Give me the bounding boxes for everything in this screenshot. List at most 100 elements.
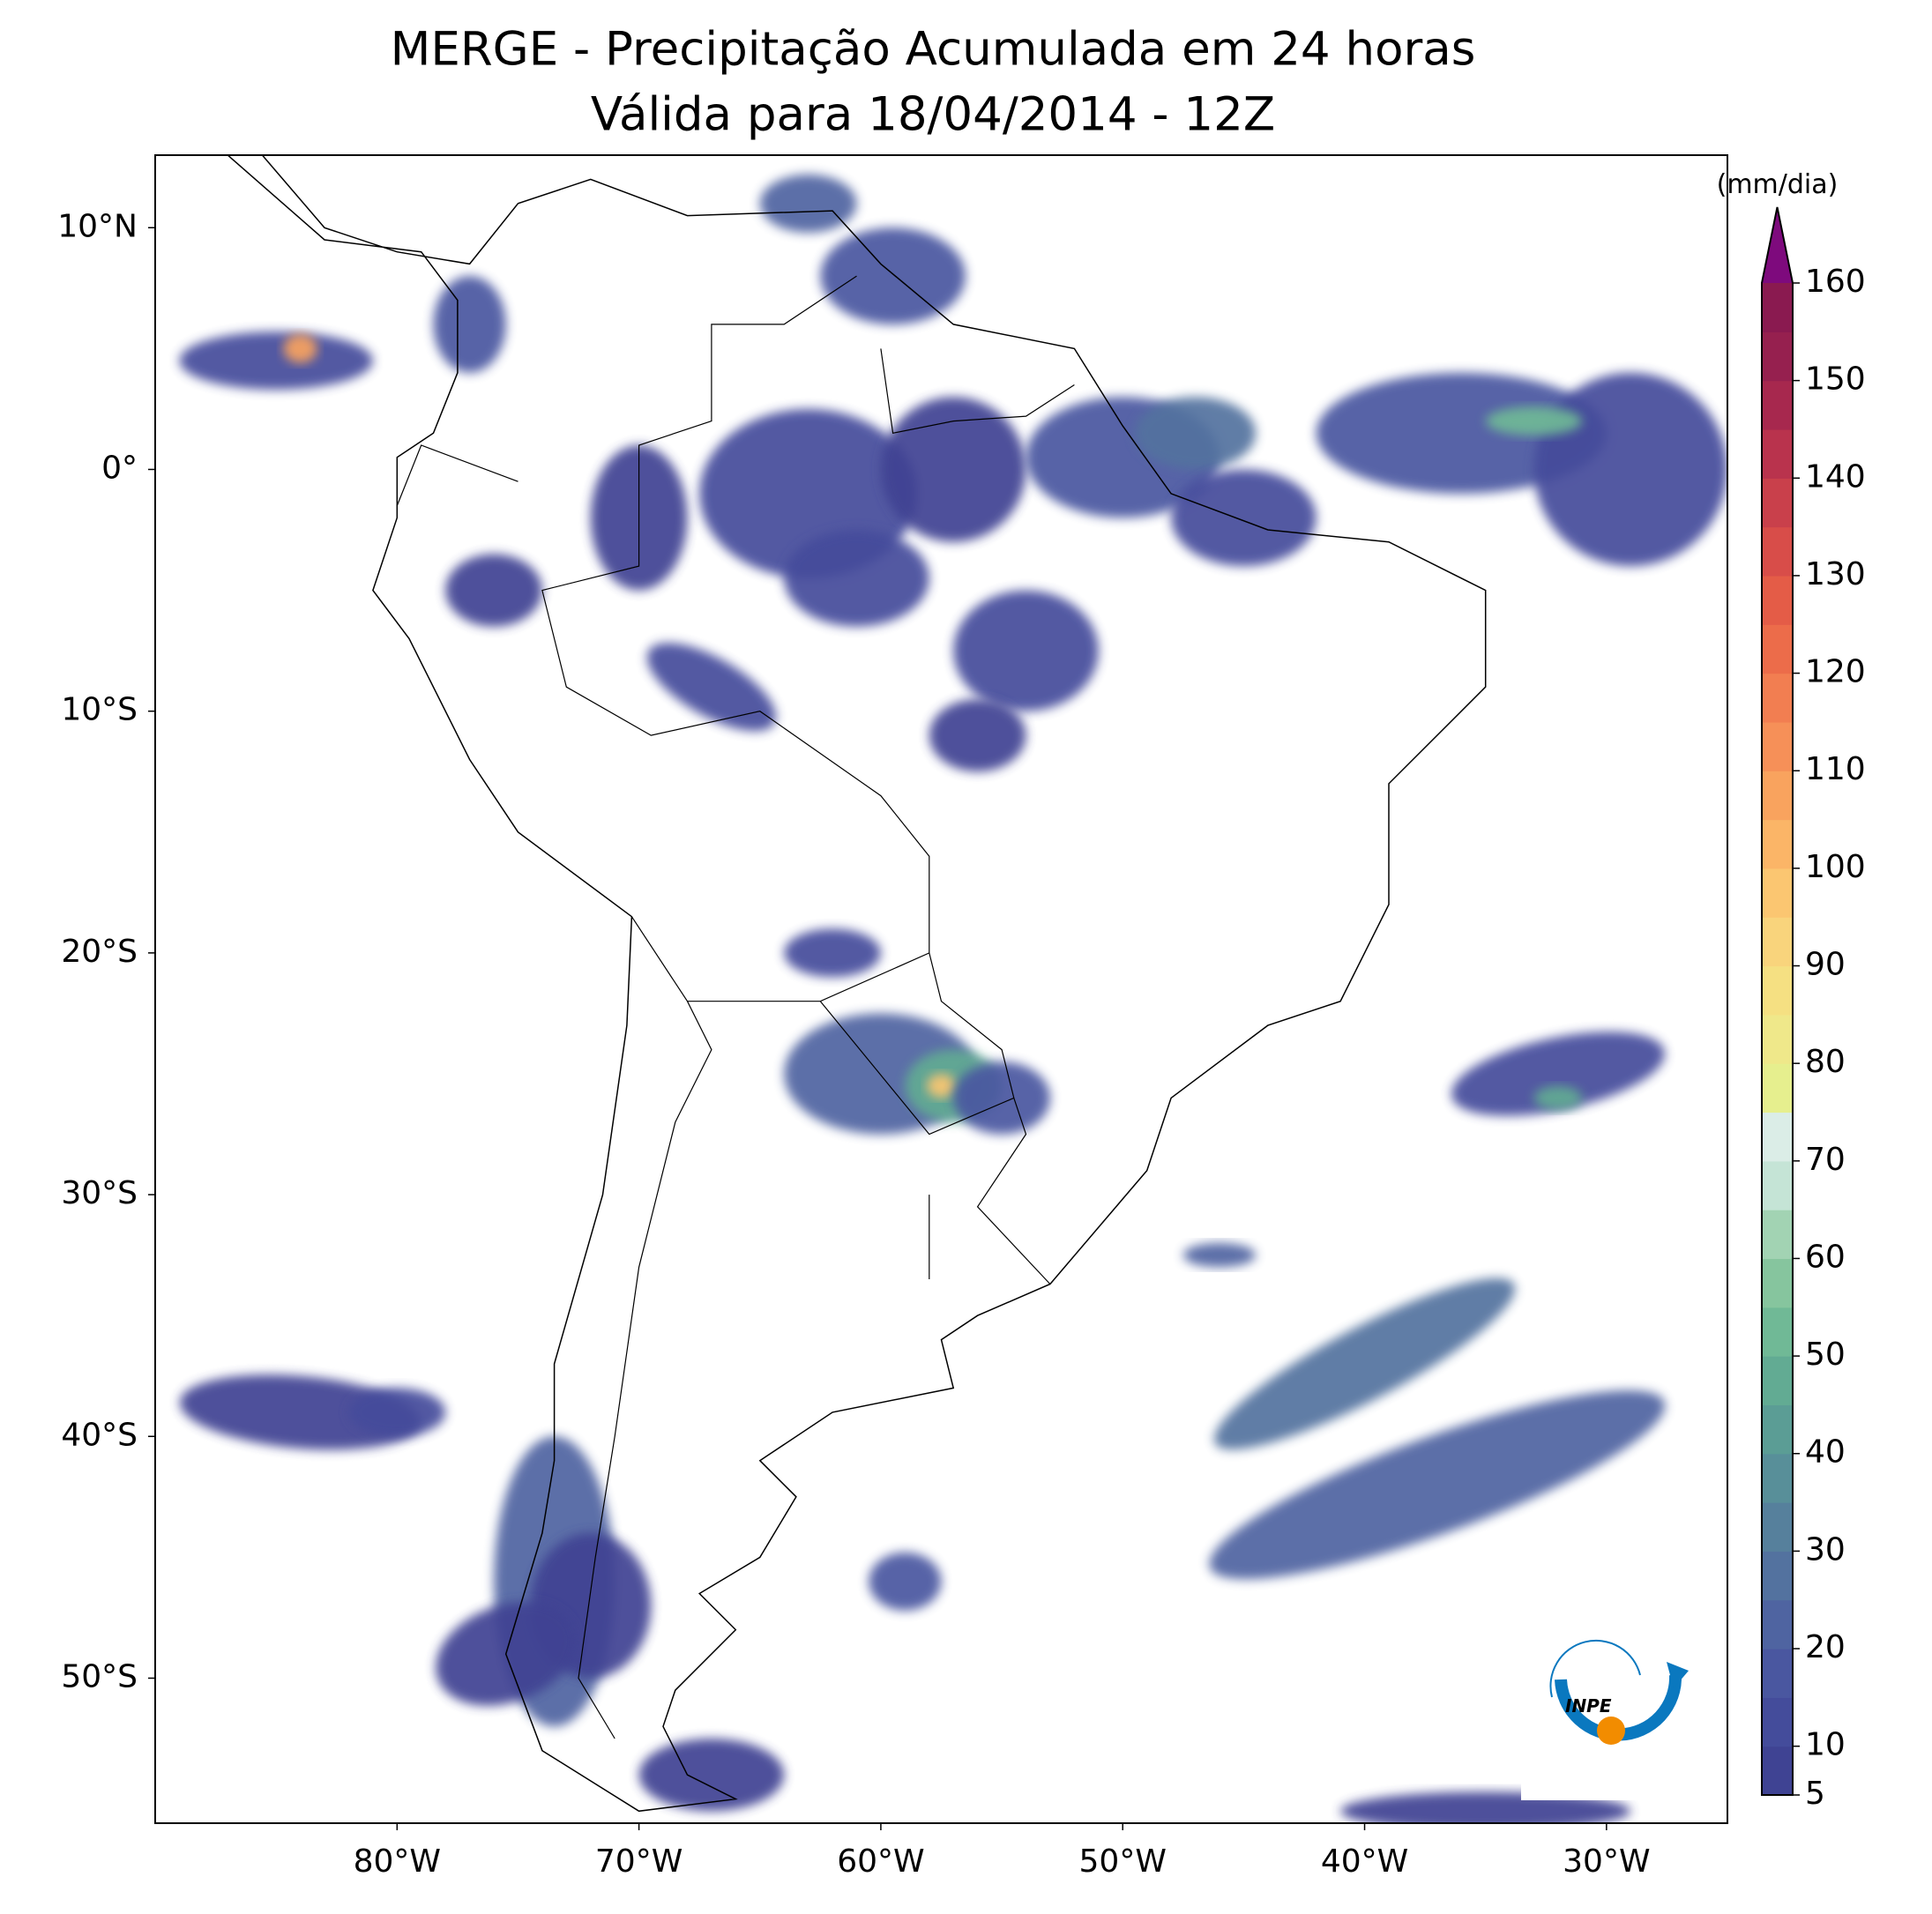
colorbar-tick-label: 130 [1805,556,1866,592]
colorbar-outline [1761,206,1794,1796]
precip-area [433,276,506,373]
precip-area [927,1073,956,1099]
x-tick-label: 70°W [595,1843,683,1880]
y-tick-label: 10°N [57,208,138,244]
y-tick-label: 0° [101,450,138,486]
colorbar-band [1762,965,1793,1016]
precip-area [1182,1242,1257,1268]
colorbar-tick-label: 30 [1805,1531,1846,1568]
colorbar-band [1762,575,1793,625]
colorbar-tick-label: 120 [1805,654,1866,690]
precip-area [1213,1277,1516,1450]
colorbar-band [1762,1014,1793,1064]
precip-area [1171,469,1317,567]
y-tick-label: 20°S [61,934,138,970]
precip-area [929,698,1026,772]
colorbar-tick-label: 150 [1805,361,1866,398]
map-area [179,155,1727,1823]
x-tick-label: 80°W [354,1843,441,1880]
colorbar-tick-label: 70 [1805,1142,1846,1178]
colorbar-band [1762,478,1793,528]
border [976,1098,1051,1285]
logo-orbit [1549,1639,1641,1698]
precip-area [1485,406,1583,436]
precip-area [1316,372,1607,494]
colorbar-band [1762,1697,1793,1747]
precip-area [1533,1085,1583,1111]
colorbar-tick-label: 80 [1805,1044,1846,1080]
colorbar-tick-label: 160 [1805,264,1866,300]
colorbar-band [1762,526,1793,577]
y-tick-label: 40°S [61,1417,138,1453]
colorbar-band [1762,1210,1793,1260]
precip-area [638,1739,785,1812]
colorbar-band [1762,283,1793,332]
title-line: MERGE - Precipitação Acumulada em 24 hor… [391,23,1476,77]
y-tick-label: 30°S [61,1175,138,1211]
y-tick-label: 10°S [61,692,138,728]
colorbar-tick-label: 5 [1805,1776,1825,1812]
logo: INPE [1521,1617,1710,1800]
precip-area [1209,1390,1666,1580]
logo-text: INPE [1565,1695,1612,1717]
precip-area [283,333,317,363]
border [578,916,712,1739]
map-frame [154,154,1728,1824]
colorbar-band [1762,1063,1793,1113]
colorbar-band [1762,1258,1793,1308]
precip-area [1134,397,1257,470]
colorbar-band [1762,1160,1793,1210]
colorbar-band [1762,819,1793,869]
precip-area [759,174,857,233]
border [819,952,1015,1136]
coastline [227,155,1487,1813]
colorbar-band [1762,771,1793,821]
colorbar-tick-label: 20 [1805,1629,1846,1665]
precip-area [179,1374,421,1450]
colorbar-band [1762,1112,1793,1162]
colorbar-band [1762,1599,1793,1650]
colorbar-band [1762,721,1793,771]
colorbar-band [1762,331,1793,382]
colorbar-band [1762,1307,1793,1357]
colorbar-tick-label: 50 [1805,1337,1846,1373]
colorbar-band [1762,1551,1793,1601]
y-tick-label: 50°S [61,1658,138,1694]
colorbar-band [1762,917,1793,967]
logo-box [1521,1617,1710,1800]
colorbar-band [1762,380,1793,430]
precip-area [953,1061,1050,1135]
colorbar-band [1762,1356,1793,1406]
logo-dot [1597,1717,1625,1745]
precip-area [348,1388,446,1437]
x-tick-label: 30°W [1563,1843,1650,1880]
precip-area [179,331,373,390]
colorbar-band [1762,1453,1793,1503]
colorbar-extend [1762,207,1793,283]
colorbar-tick-label: 140 [1805,458,1866,495]
colorbar-tick-label: 90 [1805,947,1846,983]
precip-area [869,1552,942,1611]
colorbar-tick-label: 40 [1805,1434,1846,1471]
colorbar-band [1762,1502,1793,1552]
colorbar-band [1762,428,1793,479]
colorbar-band [1762,1746,1793,1796]
colorbar-label: (mm/dia) [1717,169,1839,200]
logo-arrow [1667,1662,1689,1688]
precip-area [646,643,777,732]
precip-area [445,554,542,627]
x-tick-label: 60°W [837,1843,924,1880]
colorbar-band [1762,673,1793,723]
colorbar-tick-label: 100 [1805,849,1866,885]
x-tick-label: 40°W [1321,1843,1408,1880]
colorbar-tick-label: 110 [1805,751,1866,787]
colorbar-band [1762,624,1793,674]
precip-area [1451,1031,1666,1116]
precip-area [1533,372,1727,567]
colorbar-band [1762,868,1793,918]
colorbar-band [1762,1649,1793,1698]
colorbar-band [1762,1404,1793,1455]
precip-area [820,227,966,324]
